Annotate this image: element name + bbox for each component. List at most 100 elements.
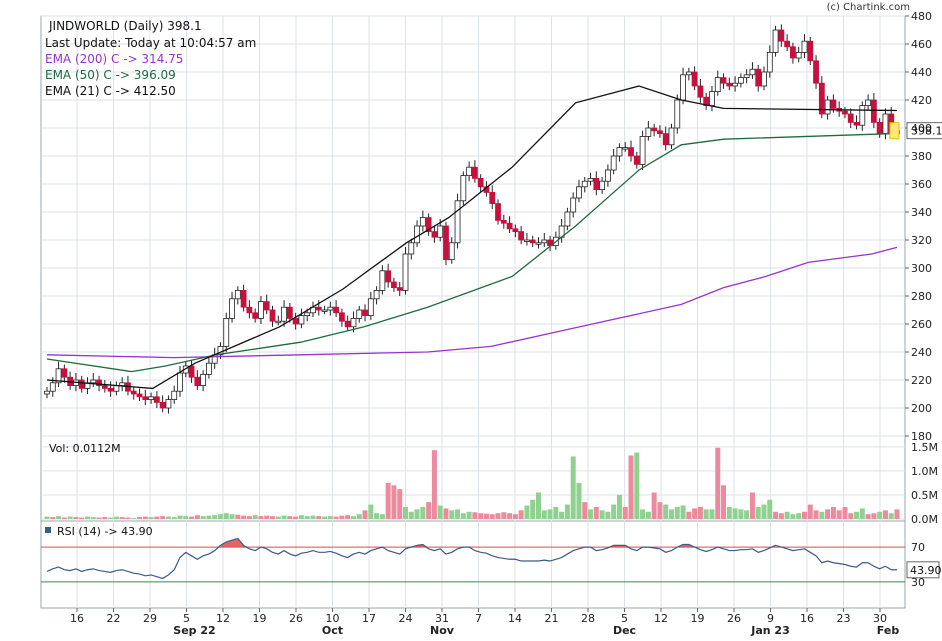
price-y-tick-label: 400 bbox=[911, 122, 932, 135]
candle-up bbox=[714, 77, 721, 92]
x-month-label: Jan 23 bbox=[750, 624, 789, 637]
volume-bar-down bbox=[865, 514, 871, 519]
volume-bar-down bbox=[472, 512, 478, 519]
candle-up bbox=[258, 301, 264, 319]
volume-bar-up bbox=[888, 513, 894, 519]
price-y-tick-label: 320 bbox=[911, 234, 932, 247]
candle-down bbox=[263, 301, 270, 311]
last-price-label: 398.1 bbox=[911, 125, 942, 138]
volume-bar-down bbox=[73, 517, 79, 519]
volume-bar-up bbox=[761, 504, 767, 519]
candle-up bbox=[674, 99, 681, 129]
volume-bar-down bbox=[501, 512, 507, 519]
volume-bar-up bbox=[304, 516, 310, 519]
x-tick-label: 16 bbox=[70, 612, 84, 625]
candle-up bbox=[373, 289, 380, 300]
volume-bar-up bbox=[223, 513, 229, 519]
volume-bar-up bbox=[744, 510, 750, 519]
price-y-tick-label: 340 bbox=[911, 206, 932, 219]
candle-down bbox=[755, 68, 762, 87]
x-tick-label: 5 bbox=[621, 612, 628, 625]
candle-up bbox=[610, 155, 617, 171]
legend-ema50: EMA (50) C -> 396.09 bbox=[45, 68, 176, 82]
volume-bar-down bbox=[836, 510, 842, 519]
volume-bar-down bbox=[686, 511, 692, 519]
candle-down bbox=[477, 177, 484, 188]
x-tick-label: 24 bbox=[399, 612, 413, 625]
volume-bar-up bbox=[859, 508, 865, 519]
volume-bar-up bbox=[252, 515, 258, 519]
candle-down bbox=[628, 147, 634, 157]
price-y-tick-label: 360 bbox=[911, 178, 932, 191]
candle-down bbox=[188, 365, 195, 378]
volume-bar-up bbox=[171, 517, 177, 519]
candle-up bbox=[408, 242, 415, 255]
candle-down bbox=[662, 133, 669, 146]
candle-down bbox=[269, 309, 276, 322]
candle-down bbox=[391, 281, 397, 288]
volume-bar-up bbox=[466, 511, 472, 519]
volume-bar-down bbox=[478, 513, 484, 519]
volume-bar-down bbox=[431, 450, 437, 519]
volume-bar-up bbox=[790, 514, 796, 519]
volume-bar-up bbox=[755, 506, 761, 519]
candle-down bbox=[78, 379, 85, 389]
price-y-tick-label: 380 bbox=[911, 150, 932, 163]
volume-bar-up bbox=[420, 506, 426, 519]
price-y-tick-label: 300 bbox=[911, 262, 932, 275]
candle-down bbox=[657, 130, 663, 135]
candle-up bbox=[639, 135, 646, 165]
volume-bar-up bbox=[680, 505, 686, 519]
candle-up bbox=[454, 200, 461, 244]
volume-bar-down bbox=[339, 515, 345, 519]
candle-up bbox=[604, 169, 611, 182]
volume-bar-up bbox=[165, 516, 171, 519]
volume-bar-up bbox=[148, 517, 154, 519]
volume-y-tick-label: 1.0M bbox=[911, 465, 938, 478]
candle-up bbox=[55, 368, 62, 384]
rsi-value-tag bbox=[906, 561, 940, 579]
candle-down bbox=[246, 306, 253, 314]
candle-up bbox=[466, 166, 473, 176]
volume-bar-down bbox=[651, 492, 657, 519]
volume-bar-up bbox=[535, 492, 541, 519]
volume-bar-up bbox=[177, 515, 183, 519]
volume-bar-down bbox=[50, 517, 56, 519]
candle-up bbox=[749, 68, 756, 76]
volume-bar-down bbox=[848, 513, 854, 519]
candle-up bbox=[824, 99, 831, 115]
candle-down bbox=[790, 46, 796, 59]
x-tick-label: 29 bbox=[143, 612, 157, 625]
candle-up bbox=[281, 306, 287, 322]
volume-bar-down bbox=[443, 508, 449, 519]
volume-bar-up bbox=[784, 511, 790, 519]
candle-up bbox=[581, 180, 588, 188]
candle-down bbox=[726, 82, 733, 87]
volume-bar-up bbox=[709, 509, 715, 519]
price-y-tick-label: 480 bbox=[911, 10, 932, 23]
candle-up bbox=[772, 29, 779, 53]
candle-down bbox=[500, 219, 507, 224]
price-y-tick-label: 440 bbox=[911, 66, 932, 79]
credit-text: (c) Chartink.com bbox=[827, 2, 910, 13]
candle-down bbox=[344, 320, 351, 328]
price-y-tick-label: 420 bbox=[911, 94, 932, 107]
volume-bar-down bbox=[697, 506, 703, 519]
candle-down bbox=[529, 239, 536, 244]
candle-down bbox=[518, 231, 525, 241]
ema200-line bbox=[46, 246, 898, 359]
candle-up bbox=[298, 315, 305, 325]
legend-ema200: EMA (200) C -> 314.75 bbox=[45, 52, 183, 66]
volume-bar-down bbox=[894, 509, 900, 519]
volume-bar-down bbox=[125, 517, 131, 519]
candle-up bbox=[327, 306, 334, 311]
candle-up bbox=[645, 127, 652, 137]
volume-bar-down bbox=[137, 517, 143, 519]
candle-down bbox=[396, 287, 403, 291]
price-y-tick-label: 180 bbox=[911, 430, 932, 443]
candle-down bbox=[194, 376, 201, 387]
volume-bar-up bbox=[217, 514, 223, 519]
candle-up bbox=[564, 211, 571, 227]
volume-bar-down bbox=[721, 485, 727, 519]
